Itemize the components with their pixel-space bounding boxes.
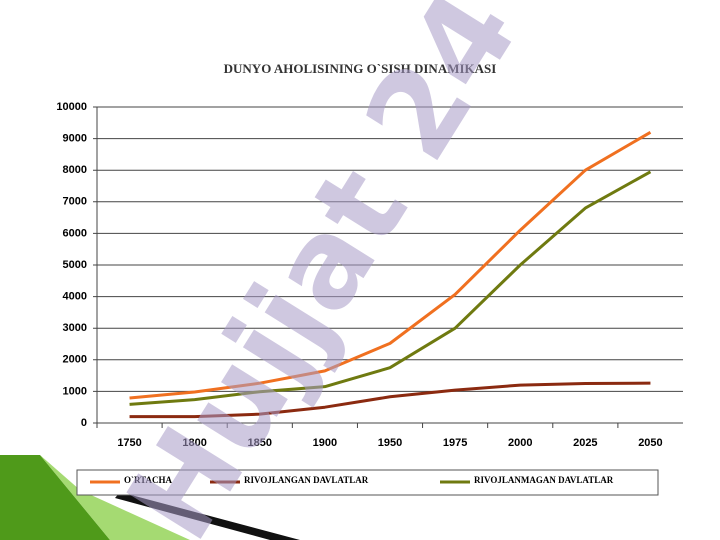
legend-items: O`RTACHA RIVOJLANGAN DAVLATLAR RIVOJLANMAG… xyxy=(90,475,614,485)
x-tick-label: 1950 xyxy=(378,437,402,449)
decor-line xyxy=(115,492,300,540)
y-tick-label: 7000 xyxy=(63,196,87,208)
y-tick-label: 5000 xyxy=(63,259,87,271)
y-tick-label: 10000 xyxy=(56,101,87,113)
legend xyxy=(76,469,659,496)
y-tick-label: 4000 xyxy=(63,291,87,303)
series-line xyxy=(129,130,652,400)
chart-title: DUNYO AHOLISINING O`SISH DINAMIKASI xyxy=(224,61,497,76)
legend-label: RIVOJLANGAN DAVLATLAR xyxy=(244,475,369,485)
y-tick-label: 6000 xyxy=(63,227,87,239)
x-tick-label: 1750 xyxy=(117,437,141,449)
y-tick-label: 2000 xyxy=(63,354,87,366)
y-tick-label: 1000 xyxy=(63,385,87,397)
y-tick-label: 0 xyxy=(81,417,87,429)
y-tick-label: 9000 xyxy=(63,133,87,145)
x-tick-label: 1850 xyxy=(248,437,272,449)
series-line xyxy=(129,381,651,419)
legend-label: RIVOJLANMAGAN DAVLATLAR xyxy=(474,475,614,485)
legend-label: O`RTACHA xyxy=(124,475,173,485)
series-line xyxy=(129,170,652,406)
x-tick-label: 1900 xyxy=(313,437,337,449)
x-tick-label: 2050 xyxy=(638,437,662,449)
y-tick-label: 8000 xyxy=(63,164,87,176)
decor-wedge xyxy=(0,455,110,540)
x-tick-label: 2025 xyxy=(573,437,597,449)
y-tick-label: 3000 xyxy=(63,322,87,334)
decor-wedge xyxy=(40,455,190,540)
plot: 0 1000 2000 3000 4000 5000 6000 7000 8000 9000 100… xyxy=(56,101,683,449)
x-tick-label: 1800 xyxy=(182,437,206,449)
x-tick-label: 2000 xyxy=(508,437,532,449)
x-tick-label: 1975 xyxy=(443,437,467,449)
